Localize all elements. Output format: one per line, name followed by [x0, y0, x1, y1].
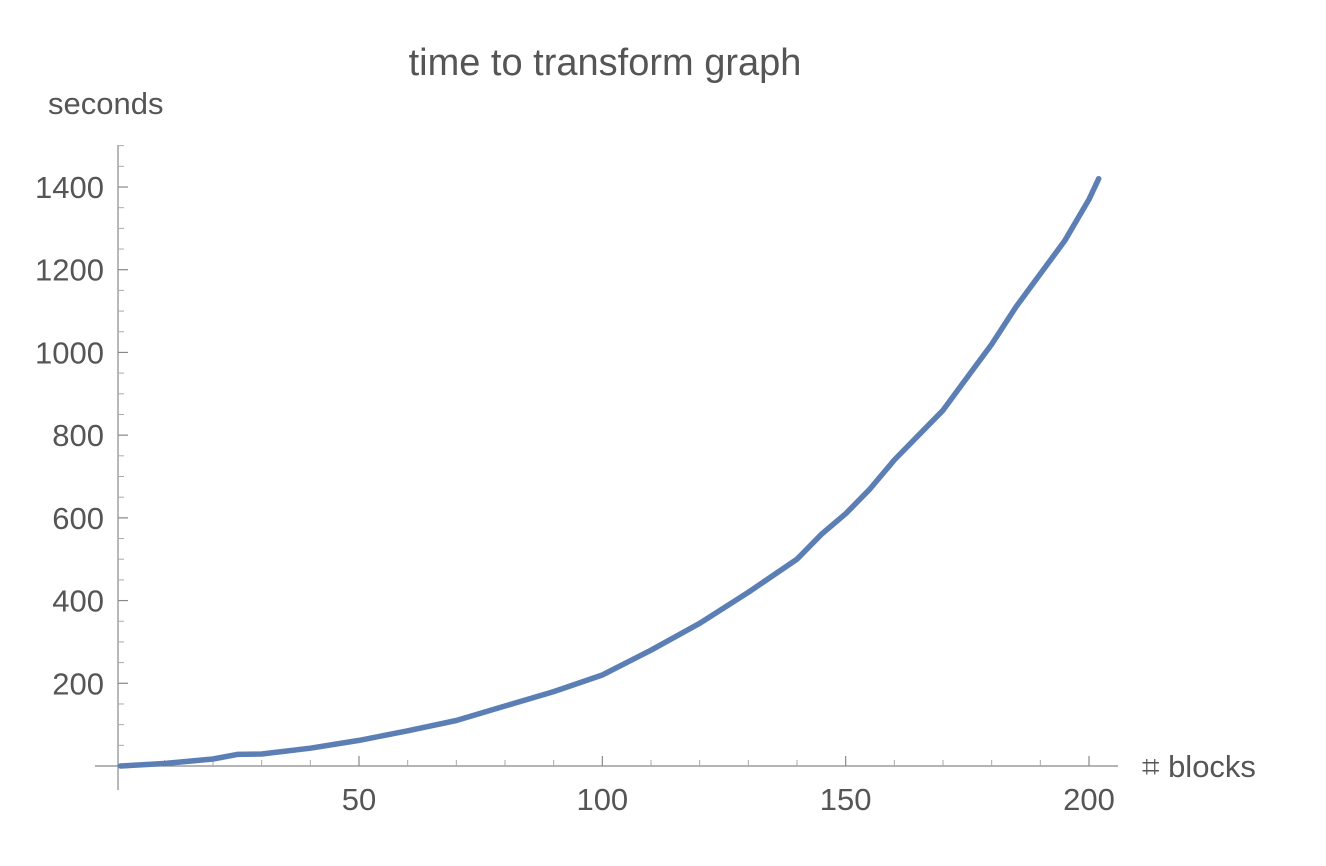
x-tick-label-150: 150 — [820, 782, 872, 817]
axes-group — [95, 145, 1118, 790]
y-tick-label-1200: 1200 — [35, 253, 104, 288]
y-tick-label-1400: 1400 — [35, 170, 104, 205]
ticks-group: 50 100 150 200 200 400 600 800 1000 1200 1400 — [35, 145, 1115, 817]
y-tick-label-1000: 1000 — [35, 335, 104, 370]
series-line-0 — [117, 175, 1102, 769]
y-tick-label-200: 200 — [52, 666, 104, 701]
y-tick-label-400: 400 — [52, 584, 104, 619]
chart-title: time to transform graph — [409, 42, 802, 84]
y-axis-label: seconds — [48, 86, 163, 121]
x-tick-label-200: 200 — [1063, 782, 1115, 817]
y-tick-label-600: 600 — [52, 501, 104, 536]
x-tick-label-100: 100 — [576, 782, 628, 817]
x-axis-label: ⌗ blocks — [1142, 749, 1256, 784]
series-group — [117, 175, 1102, 769]
y-tick-label-800: 800 — [52, 418, 104, 453]
x-tick-label-50: 50 — [342, 782, 376, 817]
